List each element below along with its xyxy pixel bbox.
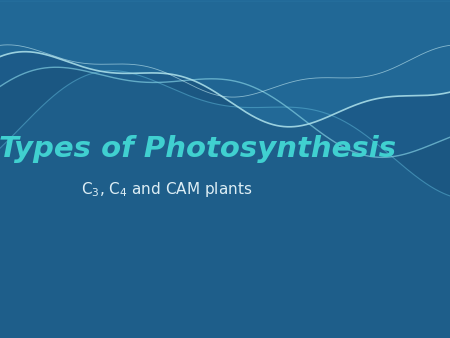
Text: $\mathregular{C_3}$, $\mathregular{C_4}$ and CAM plants: $\mathregular{C_3}$, $\mathregular{C_4}$… — [81, 180, 252, 199]
Text: Types of Photosynthesis: Types of Photosynthesis — [0, 135, 396, 163]
